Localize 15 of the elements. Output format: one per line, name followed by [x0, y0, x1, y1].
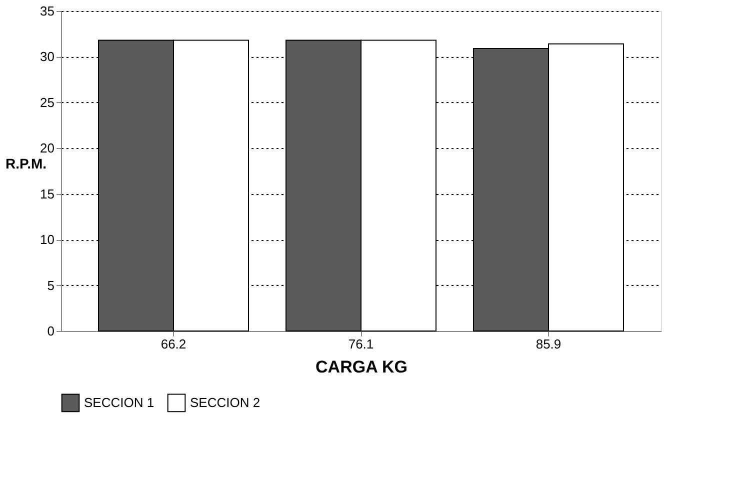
x-tick-label: 66.2: [160, 336, 186, 352]
y-tick-label: 35: [40, 4, 54, 18]
y-tick-label: 10: [40, 232, 54, 248]
y-tick-label: 15: [40, 186, 54, 202]
y-tick-label: 0: [47, 324, 54, 338]
x-axis-title: CARGA KG: [316, 358, 408, 376]
legend-label: SECCION 1: [84, 394, 154, 410]
x-tick-label: 85.9: [536, 336, 562, 352]
x-tick-label: 76.1: [348, 336, 374, 352]
y-tick-label: 30: [40, 49, 54, 64]
legend-label: SECCION 2: [190, 394, 260, 410]
y-axis-title: R.P.M.: [6, 156, 47, 172]
y-tick-label: 20: [40, 140, 54, 156]
y-tick-label: 25: [40, 94, 54, 110]
y-tick-label: 5: [47, 278, 54, 293]
